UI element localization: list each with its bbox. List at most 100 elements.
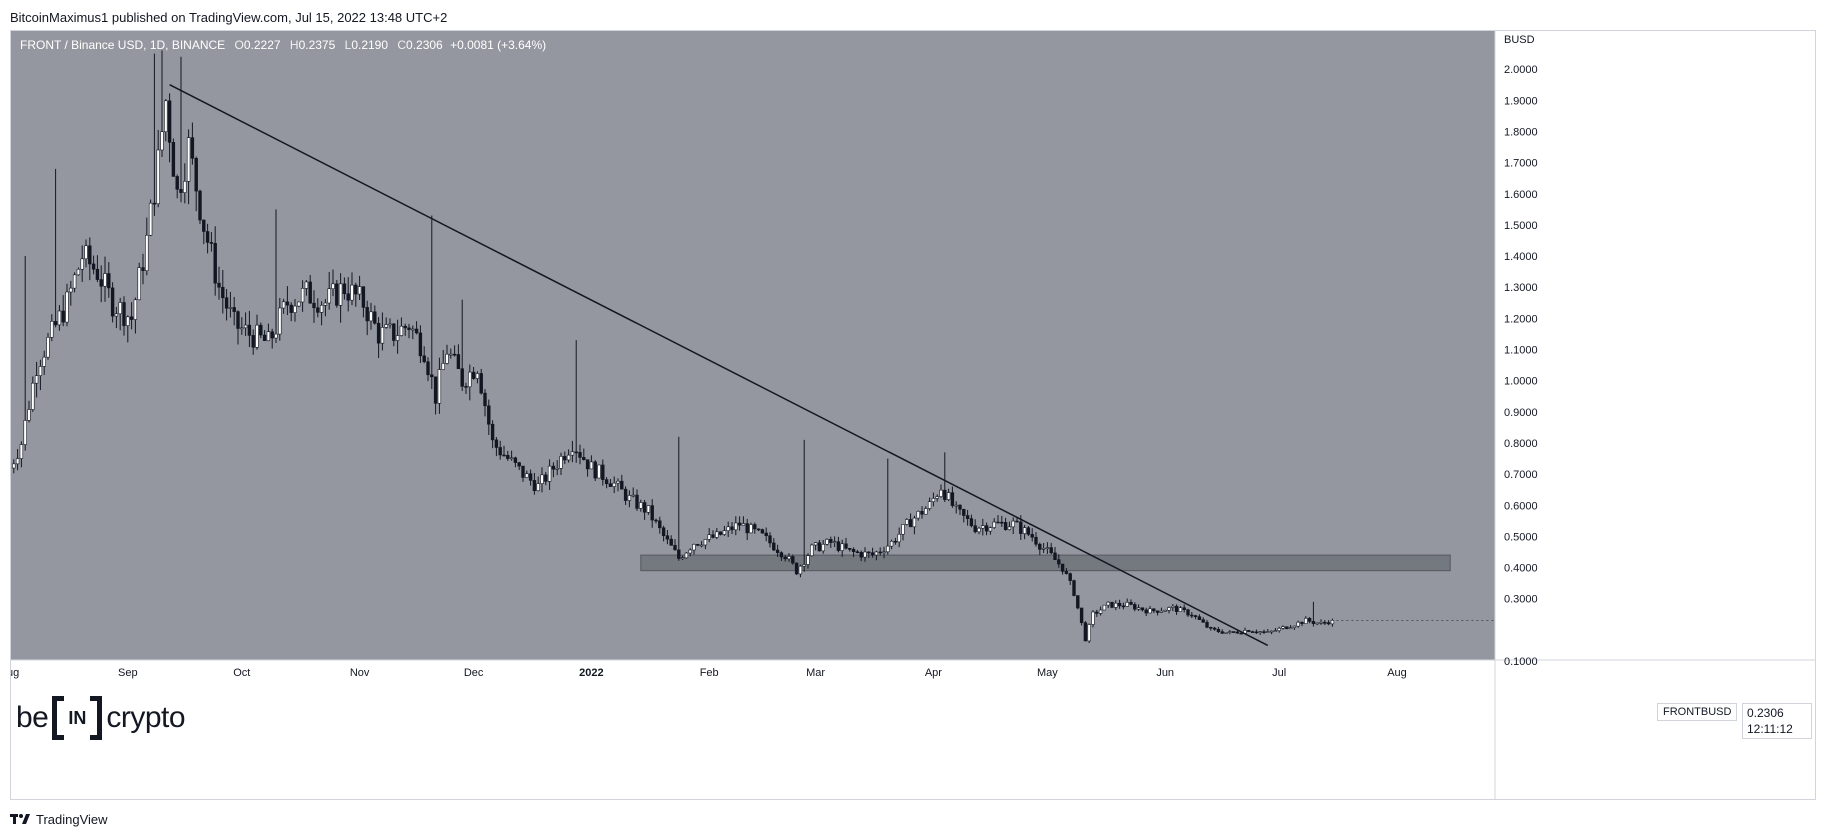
candle	[61, 295, 65, 327]
candle	[373, 305, 377, 325]
candle	[12, 459, 16, 474]
candle	[464, 382, 468, 394]
candle	[935, 494, 939, 502]
candle	[114, 306, 119, 329]
candle	[692, 543, 696, 555]
candle	[1269, 630, 1274, 635]
logo-text-be: be	[16, 701, 49, 734]
candle	[931, 492, 936, 507]
legend-close: 0.2306	[406, 38, 443, 52]
price-tick-label: 0.1000	[1504, 656, 1538, 668]
candle	[570, 440, 575, 463]
candle	[1311, 601, 1316, 627]
legend-symbol[interactable]: FRONT / Binance USD, 1D, BINANCE	[20, 38, 226, 52]
candle	[908, 513, 913, 528]
candle	[965, 509, 970, 526]
candle	[593, 460, 597, 481]
support-zone[interactable]	[640, 554, 1451, 572]
candle	[407, 323, 411, 339]
candle	[699, 540, 704, 548]
candles	[12, 50, 1335, 644]
candle	[1015, 517, 1019, 523]
candle	[753, 522, 757, 534]
candle	[19, 441, 24, 468]
candle	[650, 499, 654, 528]
candle	[817, 539, 822, 552]
candle	[969, 514, 974, 528]
candle	[844, 537, 848, 550]
candle	[1003, 517, 1008, 531]
candle	[1326, 620, 1331, 626]
candle	[525, 470, 529, 478]
candle	[654, 518, 658, 524]
candle	[65, 283, 69, 327]
candle	[551, 462, 556, 478]
candle	[232, 296, 236, 326]
candle	[722, 525, 727, 536]
candle	[984, 522, 989, 536]
candle	[1083, 621, 1088, 642]
candle	[278, 297, 282, 341]
candle	[851, 547, 856, 558]
beincrypto-logo: be IN crypto	[16, 696, 186, 740]
candle	[669, 535, 673, 546]
candle	[1102, 604, 1107, 611]
candle	[1079, 607, 1084, 626]
candle	[680, 555, 685, 561]
candle	[243, 312, 248, 336]
candle	[840, 539, 844, 557]
candle	[578, 444, 582, 465]
candle	[646, 505, 651, 515]
candle	[863, 547, 867, 562]
time-axis-pane[interactable]	[11, 660, 1495, 799]
chart-frame[interactable]: BUSD 2.0000 1.9000 1.8000 1.7000 1.6000 1.5000…	[10, 30, 1816, 800]
candle	[946, 488, 951, 502]
price-tick-label: 0.5000	[1504, 531, 1538, 543]
candle	[1148, 605, 1152, 614]
price-tick-label: 1.9000	[1504, 95, 1538, 107]
candle	[297, 301, 301, 308]
candle	[475, 371, 480, 384]
price-axis-pane[interactable]	[1495, 31, 1815, 799]
candle	[194, 156, 198, 212]
candle	[688, 548, 692, 557]
candle	[118, 297, 122, 331]
candle	[658, 516, 662, 534]
price-chart[interactable]: BUSD 2.0000 1.9000 1.8000 1.7000 1.6000 1.5000…	[11, 31, 1815, 799]
candle	[1174, 604, 1179, 615]
price-tick-label: 1.6000	[1504, 189, 1538, 201]
candle	[354, 282, 358, 307]
candle	[540, 467, 544, 493]
candle	[559, 452, 563, 475]
candle	[1212, 626, 1217, 631]
candle	[962, 508, 966, 523]
candle	[346, 277, 350, 312]
candle	[76, 267, 81, 276]
candle	[513, 456, 518, 468]
time-tick-label: Nov	[350, 667, 370, 679]
candle	[992, 518, 996, 529]
candle	[1121, 602, 1126, 610]
candle	[563, 451, 567, 465]
descending-trendline[interactable]	[169, 84, 1269, 647]
price-axis-currency: BUSD	[1504, 34, 1535, 46]
candle	[1064, 568, 1069, 575]
tradingview-footer-text: TradingView	[36, 811, 108, 827]
candle	[802, 439, 806, 572]
candle	[1193, 614, 1198, 620]
candle	[696, 543, 700, 547]
candle	[369, 302, 373, 330]
price-tick-label: 1.0000	[1504, 376, 1538, 388]
candle	[228, 291, 233, 318]
candle	[494, 437, 499, 457]
candle	[810, 543, 814, 557]
candle	[293, 298, 297, 322]
candle	[186, 129, 191, 205]
price-tick-label: 0.6000	[1504, 500, 1538, 512]
candle	[84, 239, 88, 268]
candle	[836, 536, 841, 553]
candle	[1007, 521, 1012, 531]
time-tick-label: ug	[11, 667, 19, 679]
tradingview-footer[interactable]: TradingView	[10, 809, 108, 829]
candle	[1091, 610, 1095, 628]
